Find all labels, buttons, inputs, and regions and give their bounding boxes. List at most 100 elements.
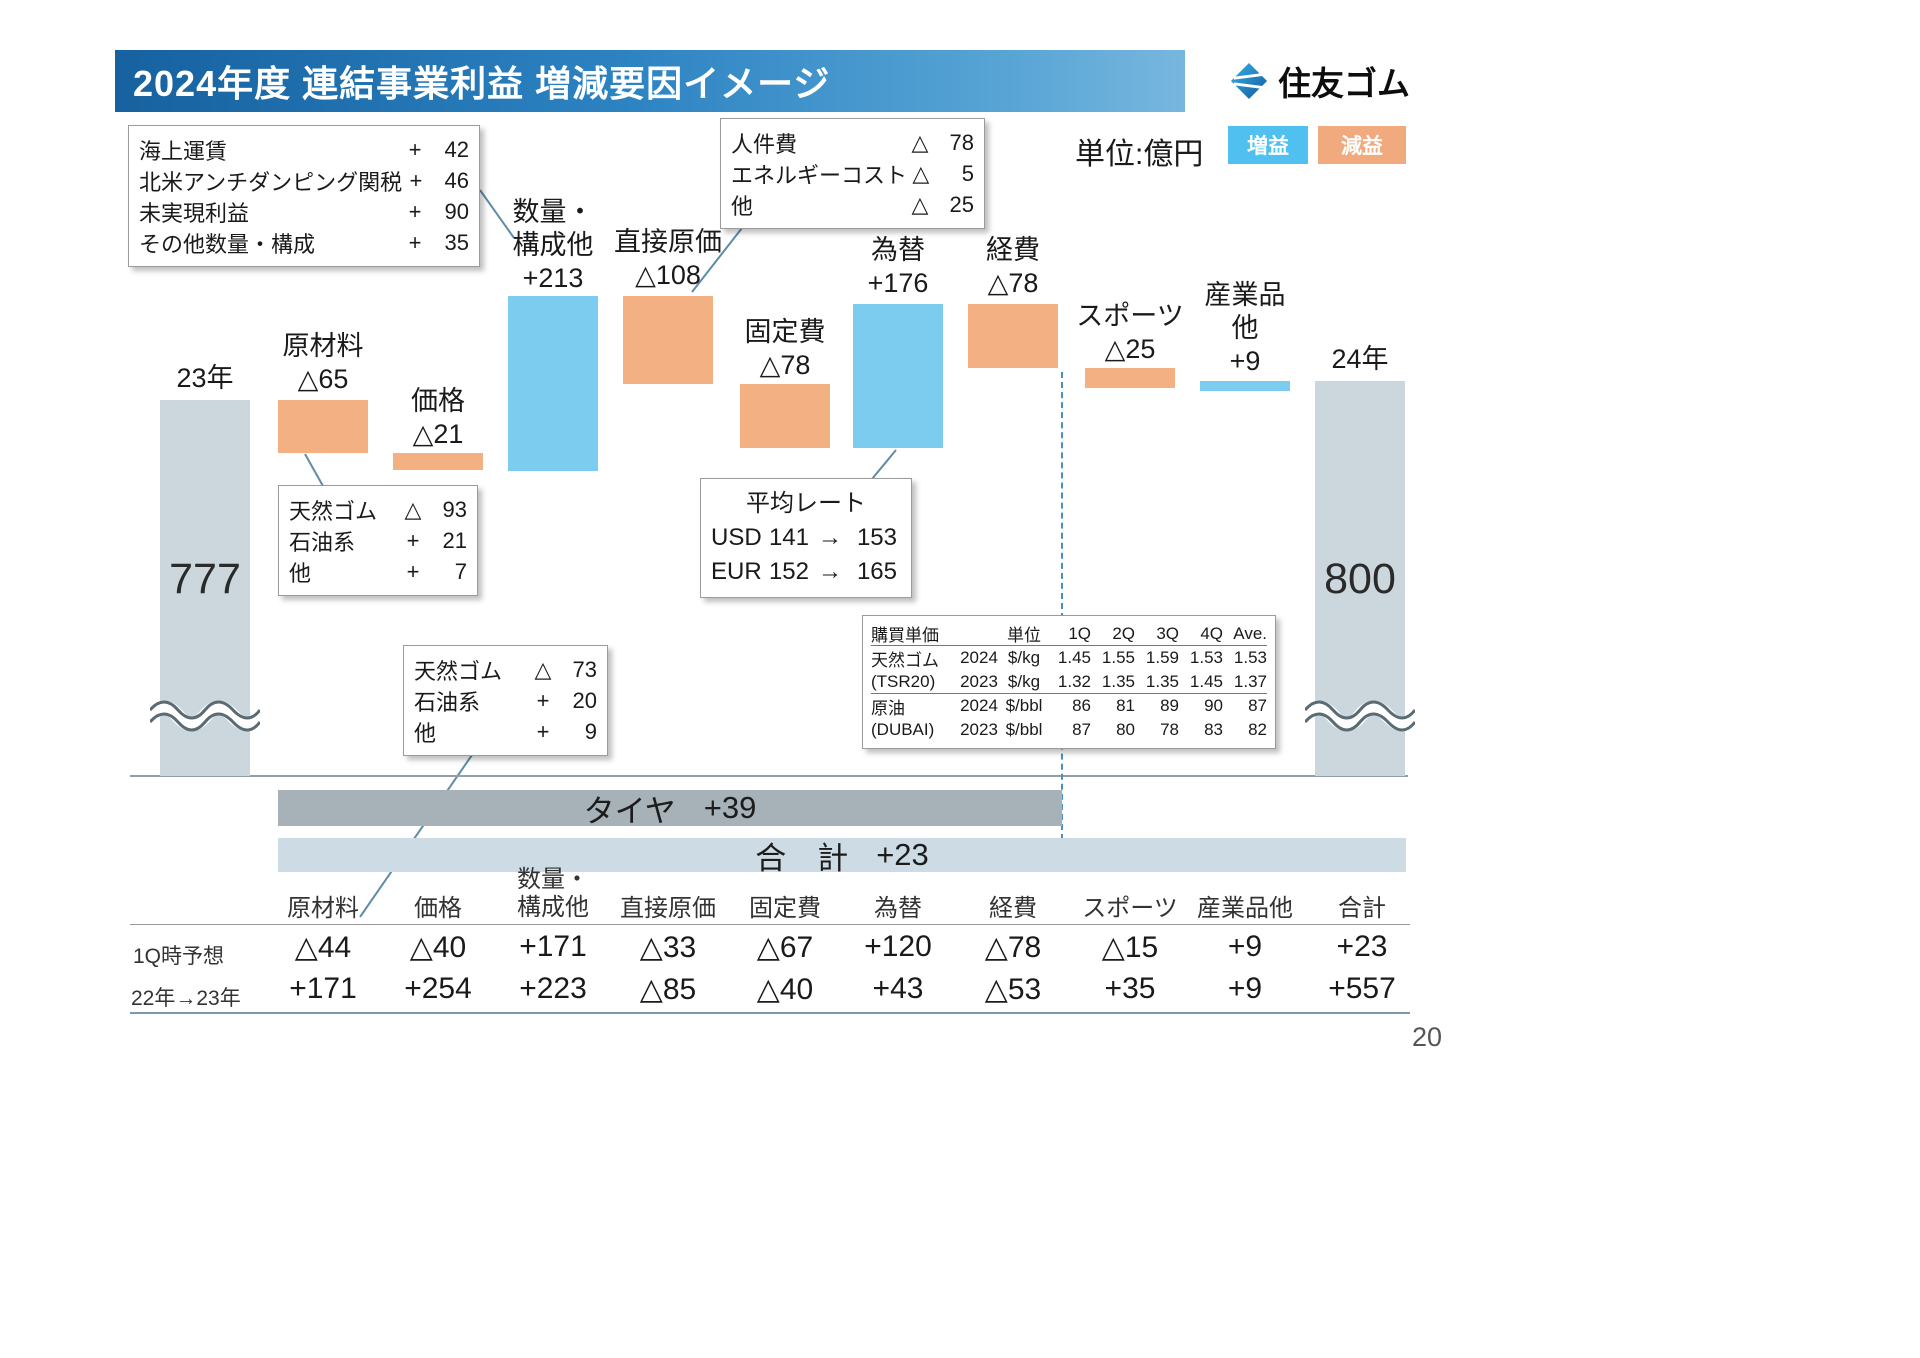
callout-row: 海上運賃 + 42 xyxy=(139,136,469,164)
callout-row: 天然ゴム △ 73 xyxy=(414,656,597,684)
callout-row: エネルギーコスト △ 5 xyxy=(731,160,974,188)
cell-r2-c7: +35 xyxy=(1104,972,1156,1005)
callout-row: 他 △ 25 xyxy=(731,191,974,219)
start-year-label: 23年 xyxy=(176,363,234,393)
tire-total-band: タイヤ +39 xyxy=(278,790,1062,829)
bar-volume-mix xyxy=(508,296,598,471)
tire-boundary-dashline xyxy=(1061,372,1063,840)
cell-r1-c7: △15 xyxy=(1101,931,1159,964)
callout-row: 北米アンチダンピング関税 + 46 xyxy=(139,167,469,195)
cell-r2-c8: +9 xyxy=(1227,972,1263,1005)
callout-raw-material-detail: 天然ゴム △ 93 石油系 + 21 他 + 7 xyxy=(278,485,478,596)
cell-r1-c0: △44 xyxy=(294,931,352,964)
callout-row: 石油系 + 20 xyxy=(414,687,597,715)
bar-label-sports: スポーツ △25 xyxy=(1076,301,1184,364)
grand-total-band: 合 計 +23 xyxy=(278,837,1406,876)
bar-label-raw-materials: 原材料 △65 xyxy=(282,331,364,394)
purchase-price-row: 原油 2024 $/bbl 86 81 89 90 87 xyxy=(871,696,1267,718)
bar-label-forex: 為替 +176 xyxy=(867,235,929,298)
callout-fx-rates: 平均レート USD 141 → 153 EUR 152 → 165 xyxy=(700,478,912,598)
unit-label: 単位:億円 xyxy=(1075,138,1204,171)
purchase-price-row: 天然ゴム 2024 $/kg 1.45 1.55 1.59 1.53 1.53 xyxy=(871,648,1267,670)
col-header-sports: スポーツ xyxy=(1082,895,1178,922)
cell-r1-c5: +120 xyxy=(864,930,932,963)
fx-row: USD 141 → 153 xyxy=(711,524,897,551)
cell-r2-c4: △40 xyxy=(756,973,814,1006)
cell-r2-c3: △85 xyxy=(639,973,697,1006)
fx-row: EUR 152 → 165 xyxy=(711,558,897,585)
bar-direct-cost xyxy=(623,296,713,384)
cell-r2-c0: +171 xyxy=(289,972,357,1005)
bar-label-expenses: 経費 △78 xyxy=(986,235,1040,298)
cell-r2-c2: +223 xyxy=(519,972,587,1005)
callout-row: 未実現利益 + 90 xyxy=(139,198,469,226)
fx-rates-title: 平均レート xyxy=(746,490,866,517)
callout-volume-detail: 海上運賃 + 42 北米アンチダンピング関税 + 46 未実現利益 + 90 そ… xyxy=(128,125,480,267)
cell-r1-c4: △67 xyxy=(756,931,814,964)
logo-diamond-icon xyxy=(1230,62,1268,100)
end-year-label: 24年 xyxy=(1331,344,1389,374)
end-value: 800 xyxy=(1324,555,1396,603)
legend-decrease-badge: 減益 xyxy=(1318,126,1406,164)
purchase-price-header-row: 購買単価 単位 1Q 2Q 3Q 4Q Ave. xyxy=(871,623,1267,646)
bar-price xyxy=(393,453,483,470)
table-bottom-rule xyxy=(130,1012,1410,1014)
cell-r1-c1: △40 xyxy=(409,931,467,964)
callout-cost-detail: 人件費 △ 78 エネルギーコスト △ 5 他 △ 25 xyxy=(720,118,985,229)
callout-raw-material-forecast: 天然ゴム △ 73 石油系 + 20 他 + 9 xyxy=(403,645,608,756)
bar-forex xyxy=(853,304,943,448)
bar-industrial-products xyxy=(1200,381,1290,391)
row-label-1q-forecast: 1Q時予想 xyxy=(133,945,225,968)
table-top-rule xyxy=(130,924,1410,925)
chart-baseline xyxy=(130,775,1408,777)
cell-r1-c9: +23 xyxy=(1336,930,1388,963)
arrow-icon: → xyxy=(818,524,842,551)
bar-raw-materials xyxy=(278,400,368,453)
page-title: 2024年度 連結事業利益 増減要因イメージ xyxy=(133,63,831,104)
page-number: 20 xyxy=(1412,1022,1443,1052)
cell-r1-c2: +171 xyxy=(519,930,587,963)
title-bar: 2024年度 連結事業利益 増減要因イメージ 住友ゴム xyxy=(115,50,1455,112)
cell-r1-c8: +9 xyxy=(1227,930,1263,963)
callout-row: 天然ゴム △ 93 xyxy=(289,496,467,524)
cell-r1-c6: △78 xyxy=(984,931,1042,964)
cell-r2-c1: +254 xyxy=(404,972,472,1005)
bar-sports xyxy=(1085,368,1175,388)
purchase-price-row: (TSR20) 2023 $/kg 1.32 1.35 1.35 1.45 1.… xyxy=(871,670,1267,694)
axis-break-icon xyxy=(1305,700,1415,732)
callout-row: 他 + 9 xyxy=(414,718,597,746)
cell-r1-c3: △33 xyxy=(639,931,697,964)
bar-fixed-cost xyxy=(740,384,830,448)
bar-label-fixed-cost: 固定費 △78 xyxy=(744,317,826,380)
purchase-price-row: (DUBAI) 2023 $/bbl 87 80 78 83 82 xyxy=(871,720,1267,739)
cell-r2-c6: △53 xyxy=(984,973,1042,1006)
legend-increase-badge: 増益 xyxy=(1228,126,1308,164)
cell-r2-c5: +43 xyxy=(872,972,924,1005)
col-header-industrial-products: 産業品他 xyxy=(1197,895,1293,922)
bar-label-volume-mix: 数量・ 構成他 +213 xyxy=(512,197,594,293)
callout-row: 人件費 △ 78 xyxy=(731,129,974,157)
callout-row: 他 + 7 xyxy=(289,558,467,586)
col-header-volume-mix: 数量・ 構成他 xyxy=(517,866,589,921)
callout-row: その他数量・構成 + 35 xyxy=(139,229,469,257)
row-label-yoy: 22年→23年 xyxy=(131,987,241,1010)
bar-label-price: 価格 △21 xyxy=(411,386,465,449)
bar-label-direct-cost: 直接原価 △108 xyxy=(614,227,722,290)
col-header-total: 合計 xyxy=(1338,895,1386,922)
col-header-forex: 為替 xyxy=(874,895,922,922)
col-header-direct-cost: 直接原価 xyxy=(620,895,716,922)
purchase-price-table: 購買単価 単位 1Q 2Q 3Q 4Q Ave. 天然ゴム 2024 $/kg … xyxy=(862,615,1276,749)
col-header-expenses: 経費 xyxy=(989,895,1037,922)
col-header-price: 価格 xyxy=(414,895,462,922)
bar-label-industrial-products: 産業品 他 +9 xyxy=(1204,280,1286,376)
start-value: 777 xyxy=(169,555,241,603)
col-header-raw-materials: 原材料 xyxy=(287,895,359,922)
company-logo: 住友ゴム xyxy=(1185,50,1455,112)
col-header-fixed-cost: 固定費 xyxy=(749,895,821,922)
logo-text: 住友ゴム xyxy=(1278,65,1410,102)
arrow-icon: → xyxy=(818,558,842,585)
axis-break-icon xyxy=(150,700,260,732)
callout-row: 石油系 + 21 xyxy=(289,527,467,555)
bar-expenses xyxy=(968,304,1058,368)
